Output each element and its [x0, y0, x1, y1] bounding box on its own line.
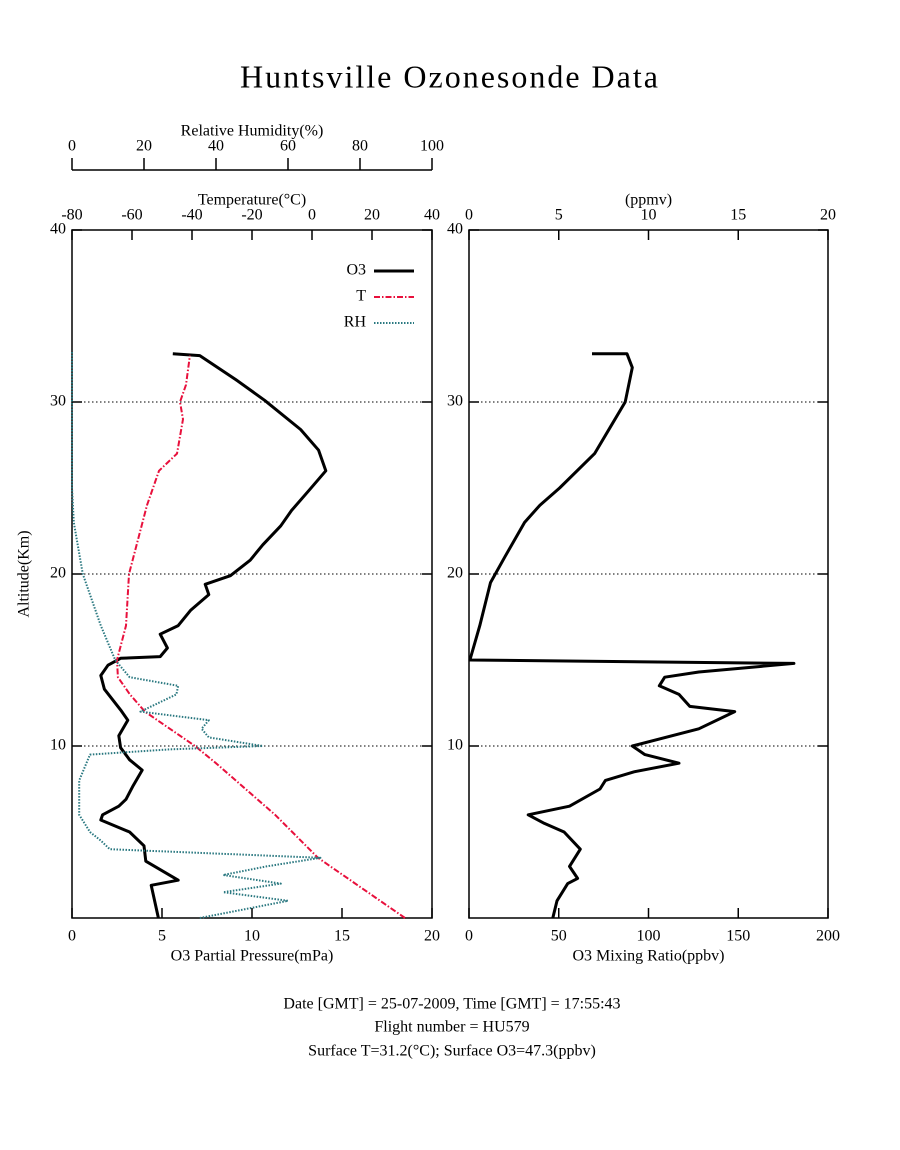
- x-tick-label: 10: [244, 928, 260, 945]
- x2-tick-label: 10: [641, 207, 657, 224]
- x2-tick-label: 5: [555, 207, 563, 224]
- y-tick-label: 10: [50, 737, 66, 754]
- x2-tick-label: -80: [61, 207, 82, 224]
- x2-tick-label: 15: [730, 207, 746, 224]
- x2-tick-label: 0: [465, 207, 473, 224]
- y-tick-label: 20: [447, 565, 463, 582]
- x3-tick-label: 20: [136, 138, 152, 155]
- x3-tick-label: 100: [420, 138, 444, 155]
- legend-label: T: [356, 288, 366, 305]
- x-tick-label: 200: [816, 928, 840, 945]
- x2-axis-label: (ppmv): [625, 192, 672, 209]
- x3-tick-label: 60: [280, 138, 296, 155]
- profile-line: [468, 352, 796, 919]
- x-axis-label: O3 Partial Pressure(mPa): [171, 948, 334, 965]
- y-tick-label: 40: [50, 221, 66, 238]
- y-tick-label: 30: [50, 393, 66, 410]
- legend-label: O3: [346, 262, 366, 279]
- footer-line: Surface T=31.2(°C); Surface O3=47.3(ppbv…: [308, 1043, 596, 1060]
- x-tick-label: 50: [551, 928, 567, 945]
- y-tick-label: 20: [50, 565, 66, 582]
- x-tick-label: 0: [68, 928, 76, 945]
- y-tick-label: 40: [447, 221, 463, 238]
- x-axis-label: O3 Mixing Ratio(ppbv): [573, 948, 725, 965]
- x2-axis-label: Temperature(°C): [198, 192, 306, 209]
- x-tick-label: 0: [465, 928, 473, 945]
- y-tick-label: 10: [447, 737, 463, 754]
- x-tick-label: 150: [726, 928, 750, 945]
- footer-line: Flight number = HU579: [374, 1019, 529, 1036]
- x2-tick-label: 20: [364, 207, 380, 224]
- legend-label: RH: [344, 314, 367, 331]
- x3-tick-label: 40: [208, 138, 224, 155]
- footer-line: Date [GMT] = 25-07-2009, Time [GMT] = 17…: [283, 996, 620, 1013]
- x2-tick-label: 20: [820, 207, 836, 224]
- x2-tick-label: -20: [241, 207, 262, 224]
- profile-line: [116, 355, 406, 919]
- y-axis-label: Altitude(Km): [16, 530, 33, 617]
- x2-tick-label: -60: [121, 207, 142, 224]
- x-tick-label: 20: [424, 928, 440, 945]
- x3-tick-label: 0: [68, 138, 76, 155]
- y-tick-label: 30: [447, 393, 463, 410]
- x3-axis-label: Relative Humidity(%): [181, 123, 324, 140]
- x-tick-label: 5: [158, 928, 166, 945]
- x-tick-label: 100: [637, 928, 661, 945]
- x2-tick-label: 40: [424, 207, 440, 224]
- x-tick-label: 15: [334, 928, 350, 945]
- x2-tick-label: -40: [181, 207, 202, 224]
- profile-line: [71, 350, 322, 919]
- x2-tick-label: 0: [308, 207, 316, 224]
- x3-tick-label: 80: [352, 138, 368, 155]
- profile-line: [99, 352, 328, 919]
- chart-title: Huntsville Ozonesonde Data: [240, 58, 660, 94]
